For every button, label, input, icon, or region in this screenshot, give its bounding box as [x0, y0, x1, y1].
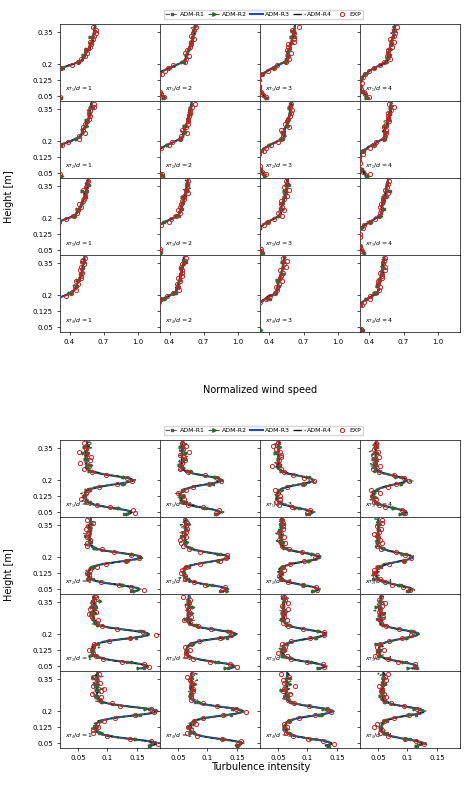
Text: Height [m]: Height [m]	[4, 170, 14, 224]
Text: $x_{T_2}/d=3$: $x_{T_2}/d=3$	[266, 578, 293, 587]
Legend: ADM-R1, ADM-R2, ADM-R3, ADM-R4, EXP: ADM-R1, ADM-R2, ADM-R3, ADM-R4, EXP	[164, 426, 363, 435]
Text: $x_{T_2}/d=4$: $x_{T_2}/d=4$	[365, 162, 393, 172]
Text: $x_{T_3}/d=3$: $x_{T_3}/d=3$	[266, 239, 293, 249]
Text: $x_{T_1}/d=3$: $x_{T_1}/d=3$	[266, 501, 293, 511]
Legend: ADM-R1, ADM-R2, ADM-R3, ADM-R4, EXP: ADM-R1, ADM-R2, ADM-R3, ADM-R4, EXP	[164, 9, 363, 19]
Text: $x_{T_2}/d=2$: $x_{T_2}/d=2$	[166, 578, 193, 587]
Text: $x_{T_1}/d=4$: $x_{T_1}/d=4$	[365, 85, 393, 94]
Text: Turbulence intensity: Turbulence intensity	[211, 763, 310, 772]
Text: $x_{T_4}/d=1$: $x_{T_4}/d=1$	[66, 316, 93, 326]
Text: $x_{T_4}/d=2$: $x_{T_4}/d=2$	[166, 732, 193, 741]
Text: $x_{T_3}/d=2$: $x_{T_3}/d=2$	[166, 655, 193, 664]
Text: $x_{T_2}/d=3$: $x_{T_2}/d=3$	[266, 162, 293, 172]
Text: $x_{T_4}/d=3$: $x_{T_4}/d=3$	[266, 316, 293, 326]
Text: Height [m]: Height [m]	[4, 548, 14, 601]
Text: $x_{T_1}/d=2$: $x_{T_1}/d=2$	[166, 85, 193, 94]
Text: $x_{T_4}/d=4$: $x_{T_4}/d=4$	[365, 732, 393, 741]
Text: $x_{T_1}/d=3$: $x_{T_1}/d=3$	[266, 85, 293, 94]
Text: $x_{T_3}/d=1$: $x_{T_3}/d=1$	[66, 655, 93, 664]
Text: $x_{T_3}/d=2$: $x_{T_3}/d=2$	[166, 239, 193, 249]
Text: $x_{T_3}/d=4$: $x_{T_3}/d=4$	[365, 655, 393, 664]
Text: $x_{T_4}/d=1$: $x_{T_4}/d=1$	[66, 732, 93, 741]
Text: $x_{T_2}/d=1$: $x_{T_2}/d=1$	[66, 162, 93, 172]
Text: $x_{T_4}/d=2$: $x_{T_4}/d=2$	[166, 316, 193, 326]
Text: $x_{T_3}/d=1$: $x_{T_3}/d=1$	[66, 239, 93, 249]
Text: $x_{T_2}/d=4$: $x_{T_2}/d=4$	[365, 578, 393, 587]
Text: $x_{T_3}/d=4$: $x_{T_3}/d=4$	[365, 239, 393, 249]
Text: $x_{T_1}/d=4$: $x_{T_1}/d=4$	[365, 501, 393, 511]
Text: $x_{T_1}/d=1$: $x_{T_1}/d=1$	[66, 501, 93, 511]
Text: $x_{T_4}/d=3$: $x_{T_4}/d=3$	[266, 732, 293, 741]
Text: Normalized wind speed: Normalized wind speed	[203, 385, 318, 394]
Text: $x_{T_3}/d=3$: $x_{T_3}/d=3$	[266, 655, 293, 664]
Text: $x_{T_1}/d=1$: $x_{T_1}/d=1$	[66, 85, 93, 94]
Text: $x_{T_1}/d=2$: $x_{T_1}/d=2$	[166, 501, 193, 511]
Text: $x_{T_2}/d=2$: $x_{T_2}/d=2$	[166, 162, 193, 172]
Text: $x_{T_2}/d=1$: $x_{T_2}/d=1$	[66, 578, 93, 587]
Text: $x_{T_4}/d=4$: $x_{T_4}/d=4$	[365, 316, 393, 326]
